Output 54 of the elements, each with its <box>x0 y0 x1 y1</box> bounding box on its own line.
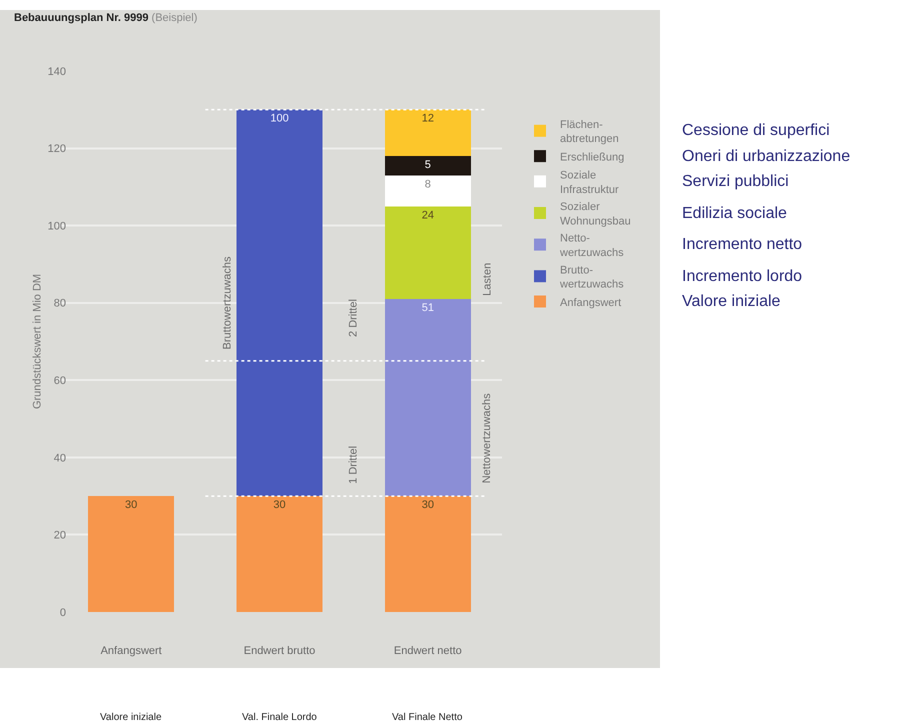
text: Cessione di superfici <box>682 122 830 139</box>
legend-label: Brutto- wertzuwachs <box>559 264 624 291</box>
annotation: 1 Drittel <box>348 446 360 484</box>
chart-subtitle: (Beispiel) <box>152 12 198 24</box>
data-label: 30 <box>273 499 286 512</box>
x-tick-label: Endwert netto <box>394 645 462 657</box>
bar <box>384 496 471 612</box>
bar <box>236 496 323 612</box>
legend-label: Erschließung <box>560 151 624 164</box>
text: Val Finale Netto <box>392 712 463 723</box>
text: Valore iniziale <box>682 293 781 310</box>
data-label: 100 <box>270 112 289 125</box>
text: Oneri di urbanizzazione <box>682 148 850 165</box>
data-label: 30 <box>125 499 138 512</box>
bar <box>384 298 471 496</box>
annotation: Nettowertzuwachs <box>481 392 494 484</box>
y-tick-label: 100 <box>48 220 66 232</box>
text: Val. Finale Lordo <box>242 712 318 723</box>
y-tick-label: 80 <box>54 298 66 310</box>
bar <box>384 110 471 156</box>
legend-label: Flächen- abtretungen <box>560 118 619 146</box>
legend-label: Sozialer Wohnungsbau <box>560 201 631 228</box>
bar <box>384 175 471 206</box>
y-tick-label: 40 <box>54 452 66 464</box>
annotation: Bruttowertzuwachs <box>222 256 234 350</box>
text: Edilizia sociale <box>682 205 788 222</box>
y-tick-label: 120 <box>48 143 66 156</box>
y-tick-label: 140 <box>48 66 66 78</box>
legend-label: Netto- wertzuwachs <box>559 232 624 260</box>
y-tick-label: 20 <box>54 530 66 542</box>
annotation: 2 Drittel <box>347 299 360 337</box>
data-label: 30 <box>422 499 434 512</box>
data-label: 8 <box>424 178 431 190</box>
bar <box>236 110 323 496</box>
bar <box>384 206 471 299</box>
x-tick-label: Endwert brutto <box>244 645 316 657</box>
data-label: 5 <box>424 159 431 172</box>
annotation: Lasten <box>482 262 494 296</box>
legend-label: Anfangswert <box>560 296 622 309</box>
bar <box>384 156 471 176</box>
x-tick-label: Anfangswert <box>100 645 162 657</box>
y-tick-label: 0 <box>60 606 66 619</box>
text: Incremento netto <box>682 236 802 253</box>
data-label: 51 <box>422 302 434 314</box>
bar <box>88 496 174 612</box>
text: Incremento lordo <box>682 268 802 285</box>
text: Valore iniziale <box>100 712 162 723</box>
data-label: 12 <box>422 112 434 125</box>
data-label: 24 <box>422 209 434 222</box>
chart-title: Bebauuungsplan Nr. 9999 <box>14 12 148 24</box>
text: Servizi pubblici <box>682 173 789 190</box>
y-tick-label: 60 <box>54 374 66 387</box>
y-axis-title: Grundstückswert in Mio DM <box>31 274 44 410</box>
legend-label: Soziale Infrastruktur <box>560 170 620 196</box>
